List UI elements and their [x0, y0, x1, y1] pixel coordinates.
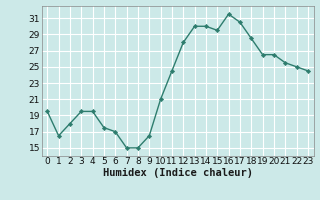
X-axis label: Humidex (Indice chaleur): Humidex (Indice chaleur): [103, 168, 252, 178]
